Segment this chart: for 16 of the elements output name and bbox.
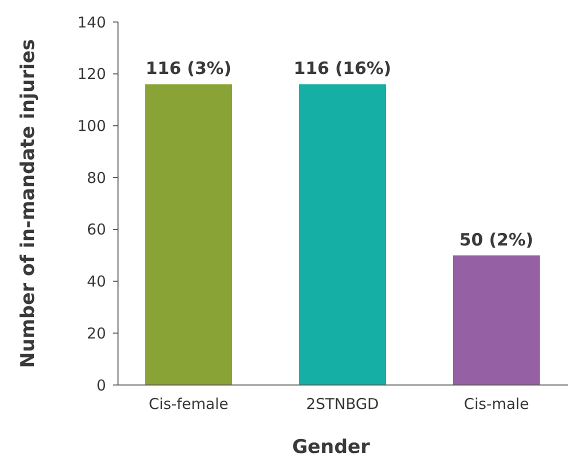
y-tick-label: 60 [86, 220, 106, 239]
y-tick-label: 20 [86, 324, 106, 342]
x-tick-label: Cis-male [464, 395, 529, 413]
x-tick-label: Cis-female [148, 395, 228, 413]
y-tick-label: 40 [86, 272, 106, 291]
x-axis-title: Gender [292, 436, 371, 458]
y-axis-title: Number of in-mandate injuries [17, 39, 39, 368]
data-label: 116 (16%) [294, 59, 392, 80]
data-label: 50 (2%) [459, 230, 534, 250]
y-tick-label: 140 [77, 13, 106, 32]
x-tick-label: 2STNBGD [306, 395, 379, 413]
y-tick-label: 100 [77, 116, 106, 135]
data-label: 116 (3%) [146, 59, 232, 80]
y-tick-label: 0 [96, 376, 106, 394]
y-tick-label: 80 [86, 168, 106, 187]
y-tick-label: 120 [77, 65, 106, 84]
